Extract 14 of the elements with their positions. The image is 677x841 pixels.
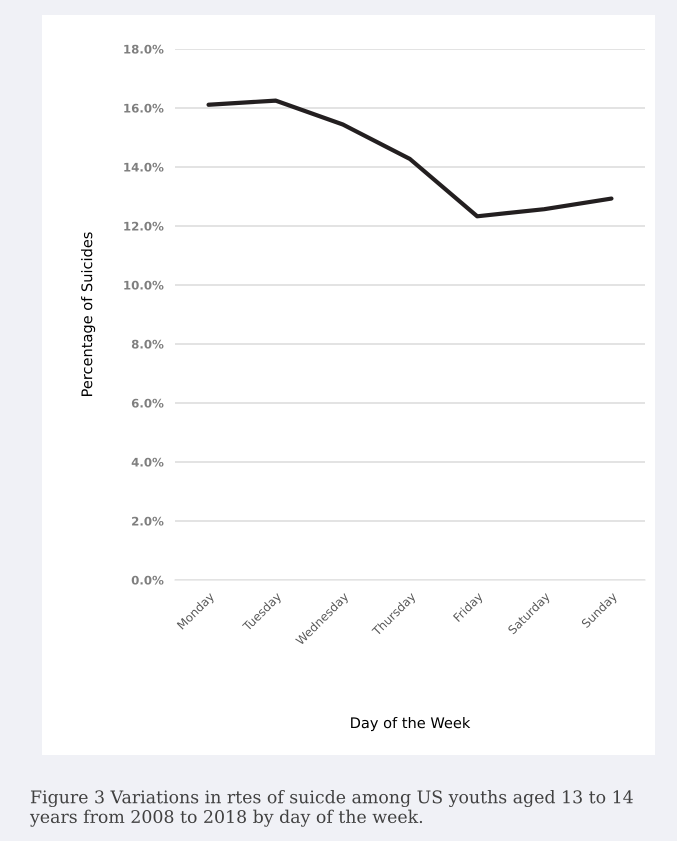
caption: Figure 3 Variations in rtes of suicde among US youths aged 13 to 14 years from 2008 to 2018 by day of the week. <box>30 790 633 827</box>
y-tick-label: 16.0% <box>124 104 164 113</box>
y-tick-label: 8.0% <box>132 340 164 349</box>
x-axis-title: Day of the Week <box>351 716 470 732</box>
y-axis-title: Percentage of Suicides <box>81 232 96 396</box>
y-tick-label: 2.0% <box>132 516 164 526</box>
y-tick-label: 0.0% <box>132 576 164 585</box>
y-tick-label: 4.0% <box>132 458 164 467</box>
y-tick-label: 10.0% <box>124 280 164 290</box>
y-tick-label: 12.0% <box>124 222 164 231</box>
line-series <box>206 98 614 218</box>
y-tick-label: 14.0% <box>124 162 164 172</box>
y-tick-label: 18.0% <box>124 44 164 54</box>
y-tick-label: 6.0% <box>132 398 164 408</box>
